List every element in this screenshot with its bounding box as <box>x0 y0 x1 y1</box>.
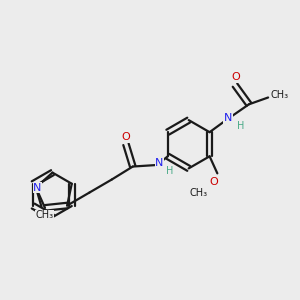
Text: H: H <box>238 121 245 131</box>
Text: O: O <box>209 177 218 187</box>
Text: N: N <box>155 158 164 167</box>
Text: CH₃: CH₃ <box>189 188 207 197</box>
Text: CH₃: CH₃ <box>35 210 54 220</box>
Text: N: N <box>33 182 42 193</box>
Text: O: O <box>231 72 240 82</box>
Text: CH₃: CH₃ <box>271 90 289 100</box>
Text: O: O <box>122 132 130 142</box>
Text: N: N <box>224 113 232 123</box>
Text: H: H <box>166 166 174 176</box>
